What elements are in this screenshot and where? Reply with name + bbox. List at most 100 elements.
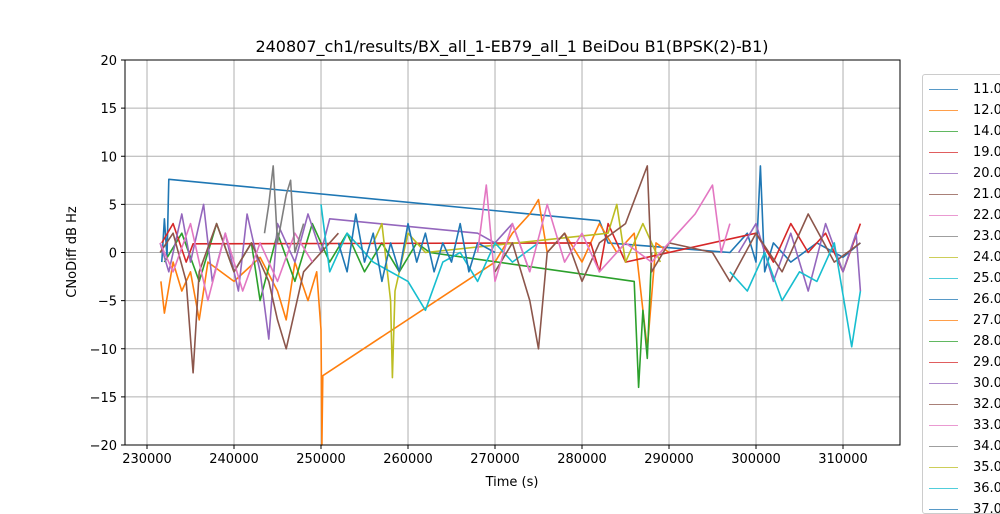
legend-swatch: [929, 509, 958, 510]
legend-label: 34.0: [973, 439, 1000, 454]
legend-swatch: [929, 320, 958, 321]
legend-swatch: [929, 236, 958, 237]
legend-item: 32.0: [923, 394, 1000, 415]
legend-item: 30.0: [923, 373, 1000, 394]
y-tick-label: −15: [90, 391, 117, 406]
series-line-12.0: [160, 198, 670, 446]
legend-item: 24.0: [923, 247, 1000, 268]
legend-item: 25.0: [923, 268, 1000, 289]
series-line-36.0: [729, 242, 862, 348]
x-tick-label: 230000: [122, 452, 172, 467]
series-line-20.0: [159, 203, 531, 340]
legend-label: 37.0: [973, 502, 1000, 514]
legend-item: 23.0: [923, 226, 1000, 247]
legend-item: 12.0: [923, 100, 1000, 121]
series-line-21.0: [159, 222, 339, 374]
legend-swatch: [929, 425, 958, 426]
series-line-22.0: [159, 222, 313, 302]
legend-item: 21.0: [923, 184, 1000, 205]
legend-item: 14.0: [923, 121, 1000, 142]
legend-label: 21.0: [973, 187, 1000, 202]
series-group: [159, 165, 862, 446]
legend-swatch: [929, 194, 958, 195]
ticks: 230000 240000 250000 260000 270000 280000 2900…: [90, 54, 868, 467]
legend-item: 11.0: [923, 79, 1000, 100]
x-tick-label: 250000: [296, 452, 346, 467]
legend: 11.0 12.0 14.0 19.0 20.0 21.0 22.0 23.0 24.0 25.0…: [922, 74, 1000, 514]
legend-label: 26.0: [973, 292, 1000, 307]
legend-swatch: [929, 446, 958, 447]
legend-label: 35.0: [973, 460, 1000, 475]
chart: 240807_ch1/results/BX_all_1-EB79_all_1 B…: [65, 37, 901, 490]
chart-title: 240807_ch1/results/BX_all_1-EB79_all_1 B…: [255, 37, 768, 57]
legend-item: 27.0: [923, 310, 1000, 331]
legend-swatch: [929, 278, 958, 279]
legend-label: 14.0: [973, 124, 1000, 139]
legend-swatch: [929, 110, 958, 111]
x-tick-label: 240000: [209, 452, 259, 467]
legend-swatch: [929, 89, 958, 90]
series-line-33.0: [476, 184, 731, 283]
legend-label: 19.0: [973, 145, 1000, 160]
series-line-32.0: [494, 165, 861, 350]
series-line-26.0: [337, 213, 496, 283]
legend-swatch: [929, 299, 958, 300]
legend-item: 34.0: [923, 436, 1000, 457]
legend-label: 33.0: [973, 418, 1000, 433]
legend-item: 35.0: [923, 457, 1000, 478]
legend-item: 22.0: [923, 205, 1000, 226]
x-tick-label: 310000: [818, 452, 868, 467]
legend-swatch: [929, 404, 958, 405]
legend-label: 11.0: [973, 82, 1000, 97]
legend-swatch: [929, 383, 958, 384]
x-axis-label: Time (s): [485, 475, 539, 490]
legend-label: 29.0: [973, 355, 1000, 370]
x-tick-label: 290000: [644, 452, 694, 467]
legend-swatch: [929, 173, 958, 174]
series-line-23.0: [263, 165, 305, 254]
legend-label: 20.0: [973, 166, 1000, 181]
legend-label: 36.0: [973, 481, 1000, 496]
y-tick-label: −5: [98, 295, 117, 310]
legend-item: 29.0: [923, 352, 1000, 373]
legend-item: 19.0: [923, 142, 1000, 163]
y-tick-label: 15: [100, 102, 117, 117]
legend-item: 33.0: [923, 415, 1000, 436]
legend-label: 27.0: [973, 313, 1000, 328]
legend-swatch: [929, 341, 958, 342]
legend-label: 30.0: [973, 376, 1000, 391]
series-line-25.0: [320, 204, 539, 312]
series-line-24.0: [372, 203, 662, 379]
y-tick-label: 5: [109, 198, 117, 213]
x-tick-label: 280000: [557, 452, 607, 467]
y-tick-label: 10: [100, 150, 117, 165]
x-tick-label: 260000: [383, 452, 433, 467]
legend-label: 32.0: [973, 397, 1000, 412]
legend-item: 20.0: [923, 163, 1000, 184]
legend-item: 36.0: [923, 478, 1000, 499]
x-tick-label: 270000: [470, 452, 520, 467]
legend-label: 25.0: [973, 271, 1000, 286]
y-axis-label: CNoDiff dB Hz: [65, 206, 80, 298]
y-tick-label: −10: [90, 343, 117, 358]
x-tick-label: 300000: [731, 452, 781, 467]
legend-swatch: [929, 467, 958, 468]
legend-swatch: [929, 488, 958, 489]
legend-swatch: [929, 215, 958, 216]
legend-item: 28.0: [923, 331, 1000, 352]
legend-swatch: [929, 362, 958, 363]
legend-swatch: [929, 152, 958, 153]
legend-label: 28.0: [973, 334, 1000, 349]
y-tick-label: 20: [100, 54, 117, 69]
legend-swatch: [929, 257, 958, 258]
legend-item: 37.0: [923, 499, 1000, 514]
legend-label: 23.0: [973, 229, 1000, 244]
legend-swatch: [929, 131, 958, 132]
series-line-11.0: [161, 165, 861, 273]
legend-label: 22.0: [973, 208, 1000, 223]
legend-label: 24.0: [973, 250, 1000, 265]
y-tick-label: 0: [109, 247, 117, 262]
y-tick-label: −20: [90, 439, 117, 454]
legend-label: 12.0: [973, 103, 1000, 118]
legend-item: 26.0: [923, 289, 1000, 310]
